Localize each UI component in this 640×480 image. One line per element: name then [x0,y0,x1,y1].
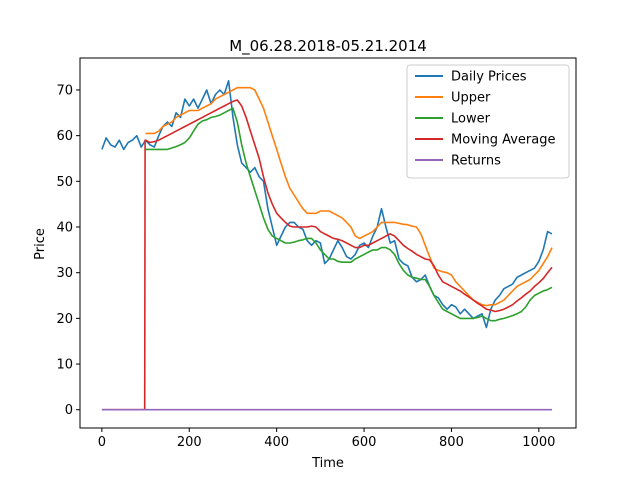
series-line-0 [101,80,553,329]
legend-box [406,64,570,179]
y-tick-label-4: 40 [56,221,73,236]
y-axis-title: Price [33,228,48,260]
legend-label-1: Upper [451,91,491,106]
plot-frame [79,57,577,429]
y-tick-label-7: 70 [56,83,73,98]
series-line-3 [101,99,553,411]
legend-label-0: Daily Prices [451,70,527,85]
y-tick-label-1: 10 [56,358,73,373]
y-tick-label-2: 20 [56,312,73,327]
axes-layer: 0 200 400 600 800 1000 0 10 20 30 40 50 60 70 [56,57,577,450]
series-line-2 [145,107,553,322]
x-tick-label-3: 600 [352,435,377,450]
legend: Daily Prices Upper Lower Moving Average Retu… [406,64,570,179]
x-tick-label-5: 1000 [522,435,555,450]
series-line-1 [145,86,553,307]
y-tick-label-5: 50 [56,175,73,190]
legend-label-4: Returns [451,154,501,169]
x-tick-label-0: 0 [98,435,106,450]
legend-label-2: Lower [451,112,491,127]
y-tick-label-0: 0 [65,403,73,418]
x-tick-label-1: 200 [177,435,202,450]
y-tick-label-6: 60 [56,129,73,144]
legend-label-3: Moving Average [451,133,555,148]
x-tick-label-2: 400 [264,435,289,450]
x-axis-title: Time [311,456,344,471]
chart-title: M_06.28.2018-05.21.2014 [229,37,427,56]
y-tick-label-3: 30 [56,266,73,281]
x-tick-label-4: 800 [439,435,464,450]
series-layer [101,80,553,411]
